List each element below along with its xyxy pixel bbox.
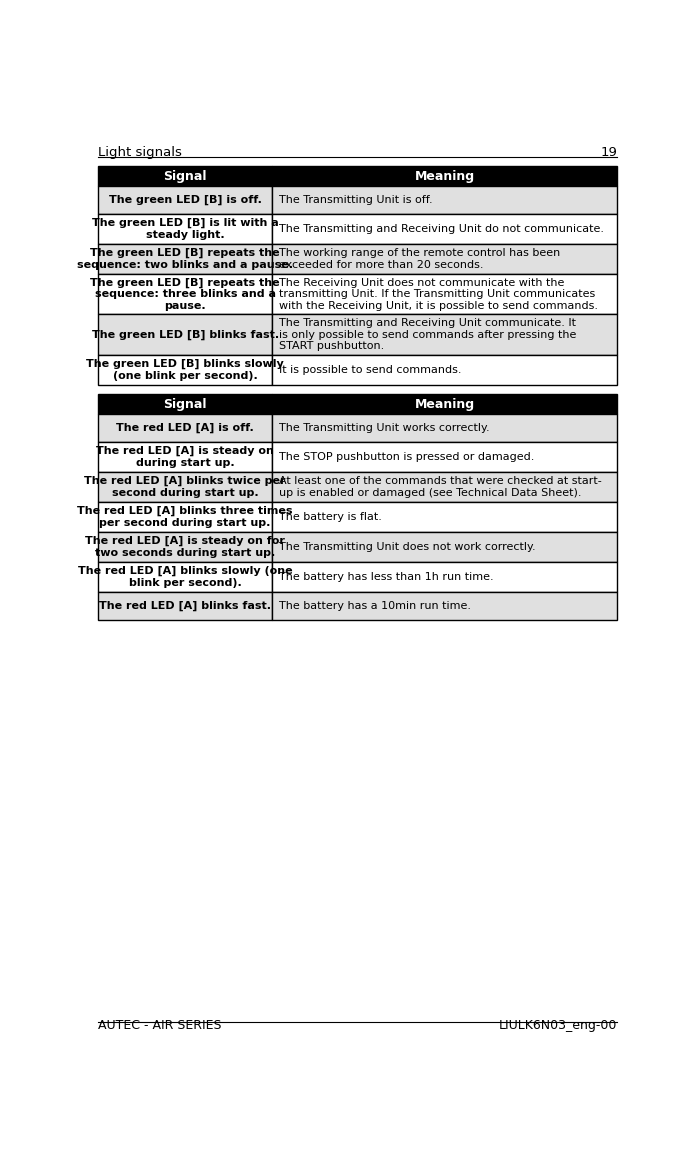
Text: Meaning: Meaning [415, 169, 475, 183]
Text: The green LED [B] is lit with a
steady light.: The green LED [B] is lit with a steady l… [91, 218, 279, 240]
Bar [98, 394, 272, 414]
Text: The Receiving Unit does not communicate with the
transmitting Unit. If the Trans: The Receiving Unit does not communicate … [279, 278, 598, 310]
Bar [272, 214, 617, 244]
Bar [98, 592, 272, 620]
Text: 19: 19 [600, 146, 617, 159]
Bar [272, 442, 617, 471]
Text: The red LED [A] blinks slowly (one
blink per second).: The red LED [A] blinks slowly (one blink… [77, 566, 292, 588]
Bar [98, 562, 272, 592]
Text: The red LED [A] blinks three times
per second during start up.: The red LED [A] blinks three times per s… [77, 506, 293, 527]
Text: The battery has a 10min run time.: The battery has a 10min run time. [279, 601, 471, 610]
Bar [98, 314, 272, 355]
Bar [272, 502, 617, 532]
Bar [272, 187, 617, 214]
Text: The Transmitting Unit does not work correctly.: The Transmitting Unit does not work corr… [279, 541, 535, 552]
Text: The working range of the remote control has been
exceeded for more than 20 secon: The working range of the remote control … [279, 249, 560, 270]
Bar [272, 274, 617, 314]
Text: The Transmitting Unit is off.: The Transmitting Unit is off. [279, 195, 433, 205]
Bar [98, 355, 272, 385]
Bar [272, 355, 617, 385]
Bar [98, 532, 272, 562]
Text: The battery has less than 1h run time.: The battery has less than 1h run time. [279, 572, 493, 582]
Text: The red LED [A] is steady on
during start up.: The red LED [A] is steady on during star… [96, 446, 274, 468]
Text: The red LED [A] is off.: The red LED [A] is off. [116, 422, 254, 433]
Text: The Transmitting Unit works correctly.: The Transmitting Unit works correctly. [279, 422, 490, 433]
Text: The STOP pushbutton is pressed or damaged.: The STOP pushbutton is pressed or damage… [279, 452, 535, 462]
Text: Light signals: Light signals [98, 146, 182, 159]
Text: The red LED [A] blinks fast.: The red LED [A] blinks fast. [99, 601, 271, 612]
Text: The green LED [B] repeats the
sequence: two blinks and a pause.: The green LED [B] repeats the sequence: … [77, 249, 293, 270]
Text: Meaning: Meaning [415, 398, 475, 411]
Bar [98, 414, 272, 442]
Text: Signal: Signal [163, 398, 207, 411]
Text: The battery is flat.: The battery is flat. [279, 512, 382, 522]
Bar [272, 471, 617, 502]
Text: The red LED [A] blinks twice per
second during start up.: The red LED [A] blinks twice per second … [84, 476, 285, 498]
Text: It is possible to send commands.: It is possible to send commands. [279, 365, 461, 375]
Bar [98, 187, 272, 214]
Bar [272, 166, 617, 187]
Bar [272, 314, 617, 355]
Bar [272, 414, 617, 442]
Bar [98, 214, 272, 244]
Bar [98, 502, 272, 532]
Text: LIULK6N03_eng-00: LIULK6N03_eng-00 [499, 1020, 617, 1033]
Bar [272, 592, 617, 620]
Bar [98, 274, 272, 314]
Bar [272, 532, 617, 562]
Bar [98, 442, 272, 471]
Text: The green LED [B] blinks slowly
(one blink per second).: The green LED [B] blinks slowly (one bli… [86, 359, 284, 380]
Bar [98, 471, 272, 502]
Text: At least one of the commands that were checked at start-
up is enabled or damage: At least one of the commands that were c… [279, 476, 602, 497]
Bar [272, 394, 617, 414]
Bar [272, 244, 617, 274]
Text: The green LED [B] repeats the
sequence: three blinks and a
pause.: The green LED [B] repeats the sequence: … [90, 278, 280, 310]
Text: AUTEC - AIR SERIES: AUTEC - AIR SERIES [98, 1020, 221, 1033]
Text: The Transmitting and Receiving Unit do not communicate.: The Transmitting and Receiving Unit do n… [279, 224, 604, 233]
Bar [98, 166, 272, 187]
Text: The Transmitting and Receiving Unit communicate. It
is only possible to send com: The Transmitting and Receiving Unit comm… [279, 319, 577, 351]
Bar [98, 244, 272, 274]
Text: The red LED [A] is steady on for
two seconds during start up.: The red LED [A] is steady on for two sec… [85, 536, 285, 558]
Text: The green LED [B] is off.: The green LED [B] is off. [109, 195, 262, 205]
Bar [272, 562, 617, 592]
Text: Signal: Signal [163, 169, 207, 183]
Text: The green LED [B] blinks fast.: The green LED [B] blinks fast. [91, 329, 279, 340]
